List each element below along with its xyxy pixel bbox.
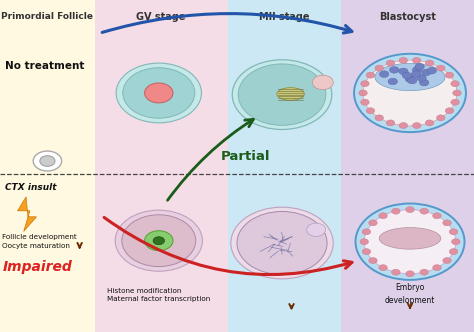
Circle shape xyxy=(443,220,451,226)
Circle shape xyxy=(361,81,369,87)
Polygon shape xyxy=(18,197,36,231)
Circle shape xyxy=(449,249,458,255)
Circle shape xyxy=(388,78,398,85)
Circle shape xyxy=(40,156,55,166)
Circle shape xyxy=(425,120,434,126)
Circle shape xyxy=(145,83,173,103)
Circle shape xyxy=(421,69,431,76)
Circle shape xyxy=(362,229,371,235)
Text: Partial: Partial xyxy=(220,149,270,163)
Circle shape xyxy=(307,223,326,236)
Circle shape xyxy=(366,108,375,114)
Bar xyxy=(0,0,95,332)
Circle shape xyxy=(399,123,408,128)
Circle shape xyxy=(122,215,196,267)
Circle shape xyxy=(392,269,400,275)
Circle shape xyxy=(237,211,327,275)
Circle shape xyxy=(417,75,426,81)
Circle shape xyxy=(405,76,415,82)
Circle shape xyxy=(369,220,377,226)
Text: Embryo
development: Embryo development xyxy=(385,283,435,304)
Circle shape xyxy=(145,231,173,251)
Circle shape xyxy=(399,57,408,63)
Circle shape xyxy=(451,99,459,105)
Circle shape xyxy=(366,72,375,78)
Circle shape xyxy=(415,63,424,70)
Text: CTX insult: CTX insult xyxy=(5,183,56,192)
Circle shape xyxy=(453,90,461,96)
Text: Oocyte maturation: Oocyte maturation xyxy=(2,243,70,249)
Circle shape xyxy=(437,115,445,121)
Circle shape xyxy=(375,65,383,71)
FancyArrowPatch shape xyxy=(102,14,352,33)
Circle shape xyxy=(406,207,414,212)
Circle shape xyxy=(420,208,428,214)
Circle shape xyxy=(399,68,408,75)
Bar xyxy=(95,0,228,332)
Ellipse shape xyxy=(277,88,304,100)
Circle shape xyxy=(386,120,395,126)
Circle shape xyxy=(433,265,441,271)
Circle shape xyxy=(356,204,465,280)
Circle shape xyxy=(390,66,399,73)
Circle shape xyxy=(437,65,445,71)
Text: Impaired: Impaired xyxy=(2,260,72,274)
Circle shape xyxy=(362,249,371,255)
Circle shape xyxy=(386,60,395,66)
Circle shape xyxy=(231,207,333,279)
FancyArrowPatch shape xyxy=(167,119,253,200)
Circle shape xyxy=(312,75,333,90)
Circle shape xyxy=(123,68,195,118)
Circle shape xyxy=(379,213,387,219)
Circle shape xyxy=(449,229,458,235)
Text: Primordial Follicle: Primordial Follicle xyxy=(1,12,93,21)
Circle shape xyxy=(116,63,201,123)
Circle shape xyxy=(375,115,383,121)
Text: No treatment: No treatment xyxy=(5,61,84,71)
Circle shape xyxy=(451,81,459,87)
Text: GV stage: GV stage xyxy=(137,12,186,22)
Circle shape xyxy=(419,79,429,86)
Circle shape xyxy=(153,237,164,245)
Circle shape xyxy=(115,210,202,271)
Text: MII stage: MII stage xyxy=(259,12,310,22)
FancyArrowPatch shape xyxy=(104,217,352,275)
Ellipse shape xyxy=(375,63,445,91)
Ellipse shape xyxy=(379,228,441,249)
Text: Blastocyst: Blastocyst xyxy=(379,12,436,22)
Circle shape xyxy=(392,208,400,214)
Circle shape xyxy=(354,54,466,132)
Circle shape xyxy=(363,60,457,126)
Circle shape xyxy=(445,72,454,78)
Circle shape xyxy=(433,213,441,219)
Circle shape xyxy=(408,77,417,84)
Circle shape xyxy=(379,265,387,271)
Bar xyxy=(228,0,341,332)
Circle shape xyxy=(364,209,456,274)
Bar xyxy=(341,0,474,332)
Circle shape xyxy=(360,239,368,245)
Circle shape xyxy=(379,71,389,77)
Circle shape xyxy=(427,67,437,74)
Circle shape xyxy=(359,90,367,96)
Circle shape xyxy=(33,151,62,171)
Circle shape xyxy=(238,64,326,125)
Circle shape xyxy=(361,99,369,105)
Circle shape xyxy=(443,258,451,264)
Circle shape xyxy=(402,72,412,79)
Circle shape xyxy=(452,239,460,245)
Circle shape xyxy=(411,71,421,77)
Circle shape xyxy=(412,67,422,73)
Circle shape xyxy=(406,271,414,277)
Circle shape xyxy=(425,60,434,66)
Circle shape xyxy=(412,123,421,128)
Circle shape xyxy=(412,57,421,63)
Circle shape xyxy=(232,60,332,129)
Circle shape xyxy=(420,269,428,275)
Circle shape xyxy=(445,108,454,114)
Text: Histone modification
Maternal factor transcription: Histone modification Maternal factor tra… xyxy=(107,288,210,302)
Text: Follicle development: Follicle development xyxy=(2,234,77,240)
Circle shape xyxy=(369,258,377,264)
